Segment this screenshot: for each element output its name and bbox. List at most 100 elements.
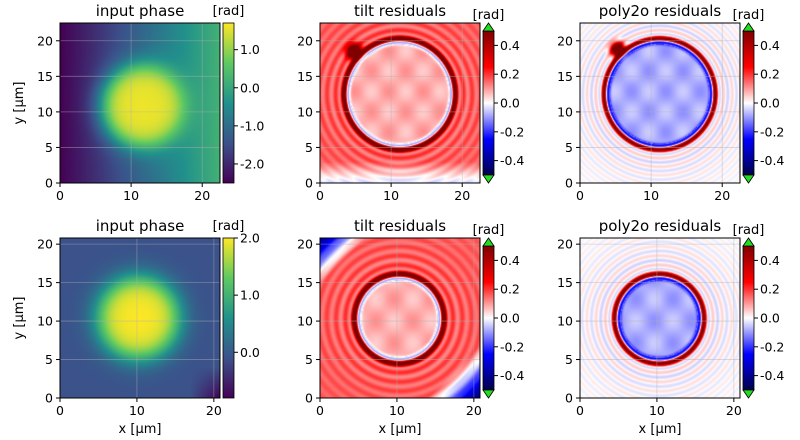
axes-frame bbox=[579, 237, 741, 399]
colorbar-tick-label: 0.0 bbox=[500, 96, 520, 111]
y-tick-label: 10 bbox=[297, 104, 313, 119]
panel-2: 0 10 20 0 5 10 15 20 tilt residuals 0.4 0.2 0.0 -0.2… bbox=[297, 2, 524, 203]
x-tick-label: 20 bbox=[206, 403, 222, 418]
y-tick-label: 0 bbox=[45, 176, 53, 191]
x-tick-label: 10 bbox=[129, 403, 145, 418]
colorbar-tick-label: 0.0 bbox=[240, 345, 260, 360]
colorbar-tick-label: 0.2 bbox=[760, 67, 780, 82]
colorbar-extend-top bbox=[742, 22, 755, 32]
y-tick-label: 15 bbox=[37, 69, 53, 84]
panel-title: tilt residuals bbox=[354, 217, 446, 235]
y-tick-label: 20 bbox=[297, 237, 313, 252]
y-tick-label: 15 bbox=[557, 69, 573, 84]
colorbar-tick-label: 0.0 bbox=[760, 96, 780, 111]
colorbar-label: [rad] bbox=[733, 8, 765, 23]
x-tick-label: 0 bbox=[316, 403, 324, 418]
y-tick-label: 5 bbox=[305, 352, 313, 367]
colorbar-label: [rad] bbox=[473, 223, 505, 238]
y-tick-label: 0 bbox=[565, 391, 573, 406]
y-tick-label: 15 bbox=[297, 69, 313, 84]
y-tick-label: 5 bbox=[305, 140, 313, 155]
y-tick-label: 10 bbox=[37, 104, 53, 119]
axes-frame bbox=[319, 237, 481, 399]
colorbar bbox=[222, 22, 235, 184]
x-tick-label: 0 bbox=[316, 188, 324, 203]
axes-frame bbox=[59, 237, 221, 399]
y-tick-label: 20 bbox=[37, 237, 53, 252]
y-tick-label: 20 bbox=[557, 237, 573, 252]
axes-frame bbox=[319, 22, 481, 184]
x-tick-label: 20 bbox=[194, 188, 210, 203]
x-tick-label: 10 bbox=[123, 188, 139, 203]
colorbar-tick-label: -0.2 bbox=[500, 339, 524, 354]
y-tick-label: 15 bbox=[297, 275, 313, 290]
colorbar-tick-label: 0.4 bbox=[500, 38, 520, 53]
y-tick-label: 5 bbox=[45, 352, 53, 367]
y-axis-label: y [µm] bbox=[12, 82, 27, 125]
y-tick-label: 10 bbox=[557, 104, 573, 119]
y-tick-label: 0 bbox=[45, 391, 53, 406]
y-tick-label: 10 bbox=[557, 314, 573, 329]
colorbar-tick-label: -1.0 bbox=[240, 118, 264, 133]
colorbar-label: [rad] bbox=[213, 219, 245, 234]
x-tick-label: 20 bbox=[726, 403, 742, 418]
panel-4: 0 10 20 0 5 10 15 20 input phase x [µm] y [µm] 2.0 1… bbox=[12, 217, 260, 437]
y-tick-label: 0 bbox=[565, 176, 573, 191]
colorbar-tick-label: 0.2 bbox=[760, 282, 780, 297]
y-tick-label: 20 bbox=[297, 33, 313, 48]
x-tick-label: 20 bbox=[454, 188, 470, 203]
colorbar-tick-label: -0.2 bbox=[760, 339, 784, 354]
colorbar-tick-label: 0.0 bbox=[240, 80, 260, 95]
y-tick-label: 20 bbox=[37, 33, 53, 48]
heatmap-image bbox=[580, 23, 740, 183]
panel-title: input phase bbox=[96, 217, 185, 235]
y-tick-label: 10 bbox=[37, 314, 53, 329]
colorbar-tick-label: -0.4 bbox=[760, 368, 784, 383]
x-tick-label: 10 bbox=[389, 403, 405, 418]
colorbar-tick-label: -0.4 bbox=[760, 153, 784, 168]
y-tick-label: 15 bbox=[37, 275, 53, 290]
colorbar-extend-bottom bbox=[482, 174, 495, 184]
y-tick-label: 5 bbox=[565, 140, 573, 155]
colorbar-tick-label: 0.4 bbox=[500, 253, 520, 268]
colorbar-tick-label: 0.0 bbox=[760, 311, 780, 326]
panel-5: 0 10 20 0 5 10 15 20 tilt residuals x [µm] 0.4 0.2 0… bbox=[297, 217, 524, 437]
colorbar bbox=[482, 30, 495, 176]
y-tick-label: 0 bbox=[305, 391, 313, 406]
x-tick-label: 20 bbox=[466, 403, 482, 418]
colorbar-tick-label: -0.2 bbox=[500, 124, 524, 139]
x-tick-label: 20 bbox=[714, 188, 730, 203]
colorbar-tick-label: 0.0 bbox=[500, 311, 520, 326]
colorbar-tick-label: -0.4 bbox=[500, 153, 524, 168]
colorbar-tick-label: -0.2 bbox=[760, 124, 784, 139]
colorbar bbox=[222, 237, 235, 399]
heatmap-image bbox=[60, 238, 220, 398]
x-axis-label: x [µm] bbox=[379, 422, 422, 437]
y-tick-label: 5 bbox=[45, 140, 53, 155]
colorbar-tick-label: -0.4 bbox=[500, 368, 524, 383]
colorbar-tick-label: 0.2 bbox=[500, 67, 520, 82]
y-tick-label: 15 bbox=[557, 275, 573, 290]
heatmap-image bbox=[60, 23, 220, 183]
x-tick-label: 0 bbox=[56, 403, 64, 418]
x-axis-label: x [µm] bbox=[639, 422, 682, 437]
panel-title: input phase bbox=[96, 2, 185, 20]
colorbar-extend-bottom bbox=[742, 174, 755, 184]
colorbar-label: [rad] bbox=[473, 8, 505, 23]
panel-title: tilt residuals bbox=[354, 2, 446, 20]
panel-title: poly2o residuals bbox=[599, 2, 722, 20]
x-tick-label: 10 bbox=[643, 188, 659, 203]
panel-3: 0 10 20 0 5 10 15 20 poly2o residuals 0.4 0.2 0.0 -0… bbox=[557, 2, 784, 203]
colorbar-tick-label: 0.4 bbox=[760, 38, 780, 53]
colorbar-tick-label: -2.0 bbox=[240, 156, 264, 171]
y-tick-label: 10 bbox=[297, 314, 313, 329]
colorbar-tick-label: 0.4 bbox=[760, 253, 780, 268]
colorbar-label: [rad] bbox=[213, 4, 245, 19]
axes-frame bbox=[579, 22, 741, 184]
x-tick-label: 0 bbox=[56, 188, 64, 203]
panel-1: 0 10 20 0 5 10 15 20 input phase y [µm] -2.0 -1.0 0.… bbox=[12, 2, 264, 203]
axes-frame bbox=[59, 22, 221, 184]
panel-title: poly2o residuals bbox=[599, 217, 722, 235]
colorbar-extend-top bbox=[482, 237, 495, 247]
y-axis-label: y [µm] bbox=[12, 297, 27, 340]
